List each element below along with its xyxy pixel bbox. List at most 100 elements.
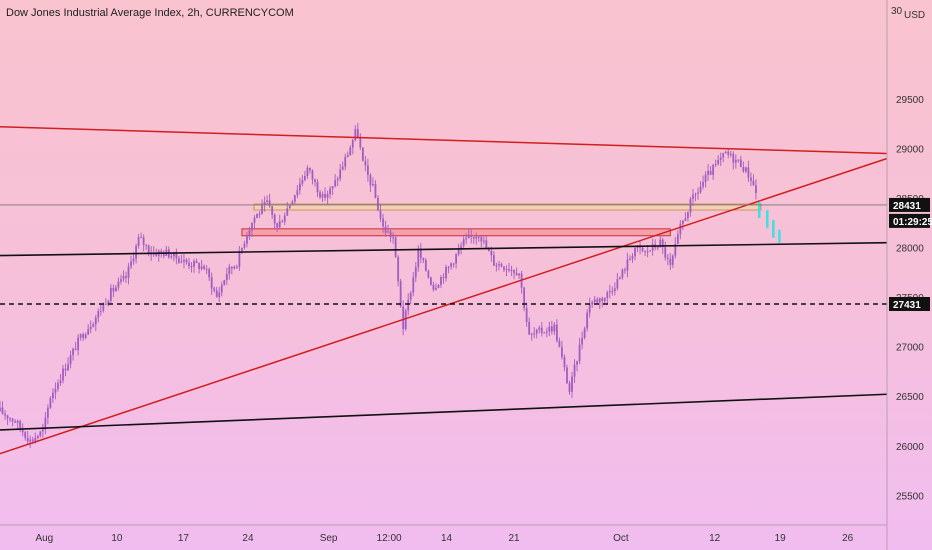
candle-body	[155, 252, 158, 256]
candle-body	[563, 357, 566, 368]
candle-body	[52, 392, 54, 399]
candle-body	[364, 160, 367, 166]
candle-body	[689, 198, 692, 213]
candle-body	[543, 332, 546, 334]
candle-body	[634, 247, 636, 257]
candle-body	[94, 317, 97, 325]
candle-body	[566, 367, 568, 384]
candle-body	[629, 258, 631, 260]
candle-body	[485, 240, 488, 248]
candle-body	[755, 185, 757, 194]
candle-body	[457, 249, 460, 255]
candle-body	[661, 239, 664, 248]
candle-body	[193, 261, 195, 267]
candle-body	[505, 269, 508, 271]
candle-body	[724, 151, 727, 153]
candle-body	[326, 194, 329, 198]
candle-body	[298, 183, 301, 191]
candle-body	[656, 247, 659, 249]
candle-body	[361, 147, 364, 161]
candle-body	[115, 287, 117, 292]
candle-body	[44, 417, 47, 430]
candle-body	[430, 277, 432, 285]
candle-body	[573, 364, 576, 377]
candle-body	[34, 437, 37, 441]
candle-body	[707, 170, 709, 175]
candle-body	[548, 326, 551, 332]
candle-body	[84, 334, 87, 338]
candle-body	[666, 257, 669, 259]
candle-body	[601, 298, 604, 302]
candle-body	[651, 244, 654, 251]
price-tag-box-1	[889, 213, 930, 228]
candle-body	[6, 415, 9, 419]
candle-body	[273, 214, 276, 224]
x-tick-label: 21	[508, 533, 520, 544]
candle-body	[57, 383, 59, 389]
candle-body	[490, 250, 493, 256]
candle-body	[238, 251, 241, 267]
candle-body	[62, 368, 64, 381]
candle-body	[664, 247, 667, 258]
candle-body	[621, 269, 624, 278]
candle-body	[465, 238, 468, 240]
candle-body	[203, 266, 206, 270]
candle-body	[742, 166, 745, 172]
candle-body	[268, 200, 271, 207]
candle-body	[314, 179, 316, 182]
candle-body	[14, 421, 17, 423]
candle-body	[107, 300, 110, 305]
candle-body	[750, 177, 752, 181]
chart-title: Dow Jones Industrial Average Index, 2h, …	[6, 7, 294, 19]
candle-body	[399, 281, 402, 307]
candle-body	[729, 153, 732, 155]
candle-body	[359, 137, 362, 148]
candle-body	[228, 266, 231, 274]
candle-body	[641, 247, 644, 251]
trendline-0[interactable]	[0, 126, 888, 155]
candle-body	[472, 236, 475, 239]
candle-body	[195, 261, 198, 263]
candle-body	[122, 276, 125, 280]
x-tick-label: 12	[709, 533, 721, 544]
candle-body	[125, 276, 127, 278]
candle-body	[288, 204, 291, 209]
candle-body	[535, 329, 538, 334]
candle-body	[210, 277, 213, 289]
y-axis-top-tick: 30	[891, 6, 903, 17]
candle-body	[659, 239, 662, 248]
candle-body	[697, 192, 699, 194]
candle-body	[427, 270, 430, 278]
candle-body	[414, 267, 417, 278]
price-tag-box-0	[889, 197, 930, 212]
candle-body	[92, 324, 95, 328]
candle-body	[208, 269, 211, 278]
candle-body	[346, 155, 349, 158]
candle-body	[445, 267, 447, 279]
candle-body	[109, 287, 112, 301]
candle-body	[583, 328, 586, 338]
candle-body	[608, 291, 611, 293]
trendline-3[interactable]	[0, 393, 888, 431]
candle-body	[306, 167, 309, 177]
candle-body	[253, 217, 256, 223]
candle-body	[397, 256, 400, 282]
candle-body	[578, 344, 581, 362]
candle-body	[374, 184, 377, 198]
candle-body	[649, 250, 652, 252]
candle-body	[215, 290, 218, 298]
candle-body	[498, 264, 500, 266]
trendline-2[interactable]	[0, 241, 888, 257]
candle-body	[611, 291, 614, 293]
candle-body	[130, 261, 132, 267]
zones-layer	[241, 203, 762, 237]
candle-body	[452, 263, 455, 265]
trendline-1[interactable]	[0, 157, 888, 455]
y-tick-label: 27000	[896, 343, 924, 354]
candle-body	[553, 324, 556, 332]
y-tick-label: 26000	[896, 442, 924, 453]
candle-body	[644, 250, 646, 252]
candle-body	[286, 208, 289, 216]
